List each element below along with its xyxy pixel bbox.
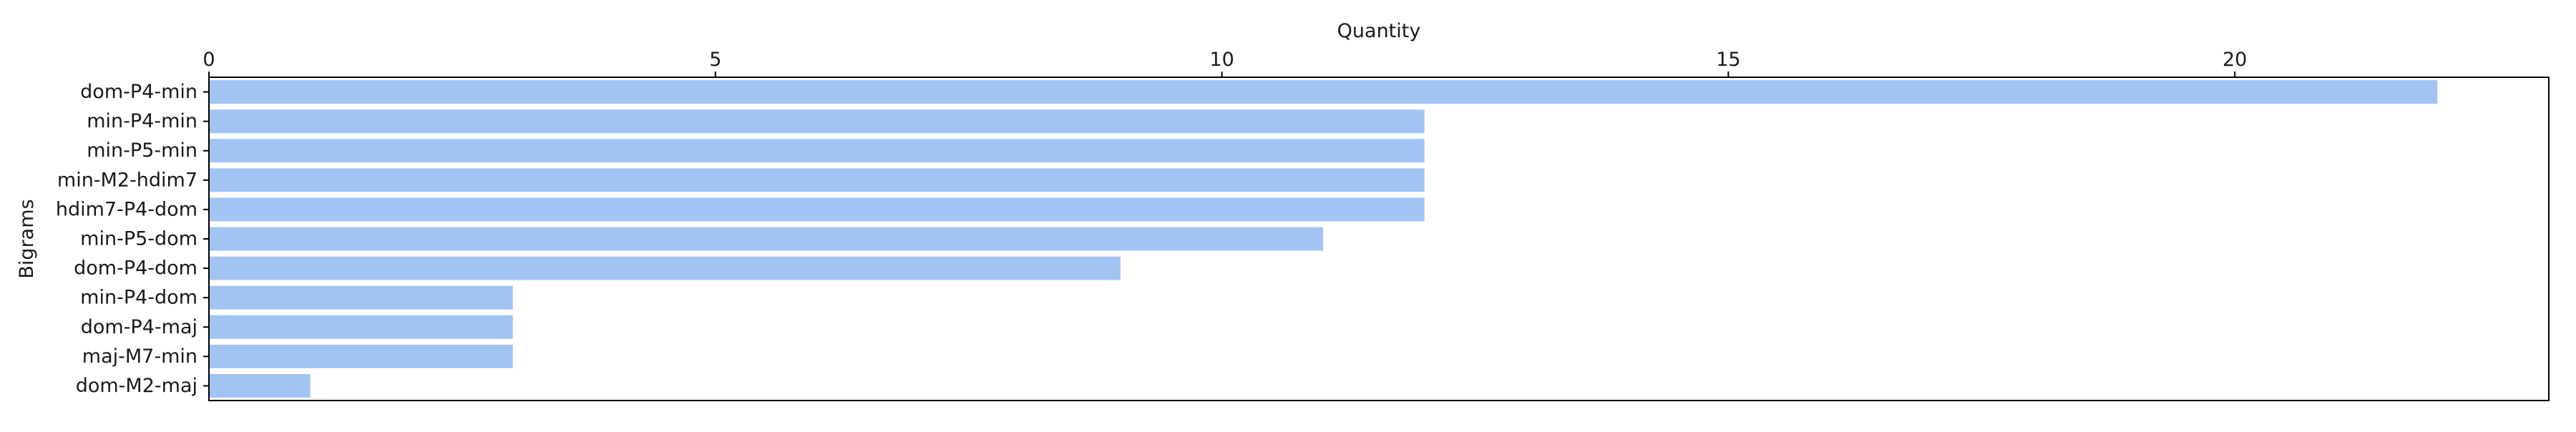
y-tick-label: min-P4-min xyxy=(87,110,197,132)
x-axis-label: Quantity xyxy=(1337,20,1421,42)
bar-min-M2-hdim7 xyxy=(209,168,1425,192)
bar-dom-P4-dom xyxy=(209,256,1121,280)
y-tick-label: min-P4-dom xyxy=(80,287,197,309)
x-tick-label: 0 xyxy=(203,49,215,71)
x-tick-layer: 0 5 10 15 20 xyxy=(203,49,2247,77)
plot-frame xyxy=(208,77,2550,401)
y-tick-label: hdim7-P4-dom xyxy=(56,198,197,220)
bars-layer xyxy=(209,80,2438,398)
y-tick-label: min-P5-min xyxy=(87,139,197,162)
y-tick-layer: dom-P4-min min-P4-min min-P5-min min-M2-hdi… xyxy=(56,81,209,397)
y-tick-label: dom-M2-maj xyxy=(76,375,197,397)
y-tick-label: min-M2-hdim7 xyxy=(57,169,197,191)
bar-dom-M2-maj xyxy=(209,374,311,398)
bar-min-P4-dom xyxy=(209,285,513,310)
y-tick-label: dom-P4-min xyxy=(80,81,197,103)
bar-hdim7-P4-dom xyxy=(209,197,1425,222)
bar-min-P4-min xyxy=(209,109,1425,134)
bar-maj-M7-min xyxy=(209,344,513,368)
x-tick-label: 5 xyxy=(709,49,721,71)
bar-min-P5-min xyxy=(209,139,1425,163)
y-axis-label: Bigrams xyxy=(16,199,38,278)
bar-min-P5-dom xyxy=(209,227,1324,251)
x-tick-label: 20 xyxy=(2223,49,2247,71)
bar-dom-P4-min xyxy=(209,80,2438,104)
y-tick-label: min-P5-dom xyxy=(80,228,197,250)
bar-dom-P4-maj xyxy=(209,315,513,339)
y-tick-label: maj-M7-min xyxy=(82,345,197,368)
x-tick-label: 10 xyxy=(1209,49,1234,71)
x-tick-label: 15 xyxy=(1716,49,1740,71)
y-tick-label: dom-P4-dom xyxy=(74,257,197,280)
y-tick-label: dom-P4-maj xyxy=(81,316,197,338)
